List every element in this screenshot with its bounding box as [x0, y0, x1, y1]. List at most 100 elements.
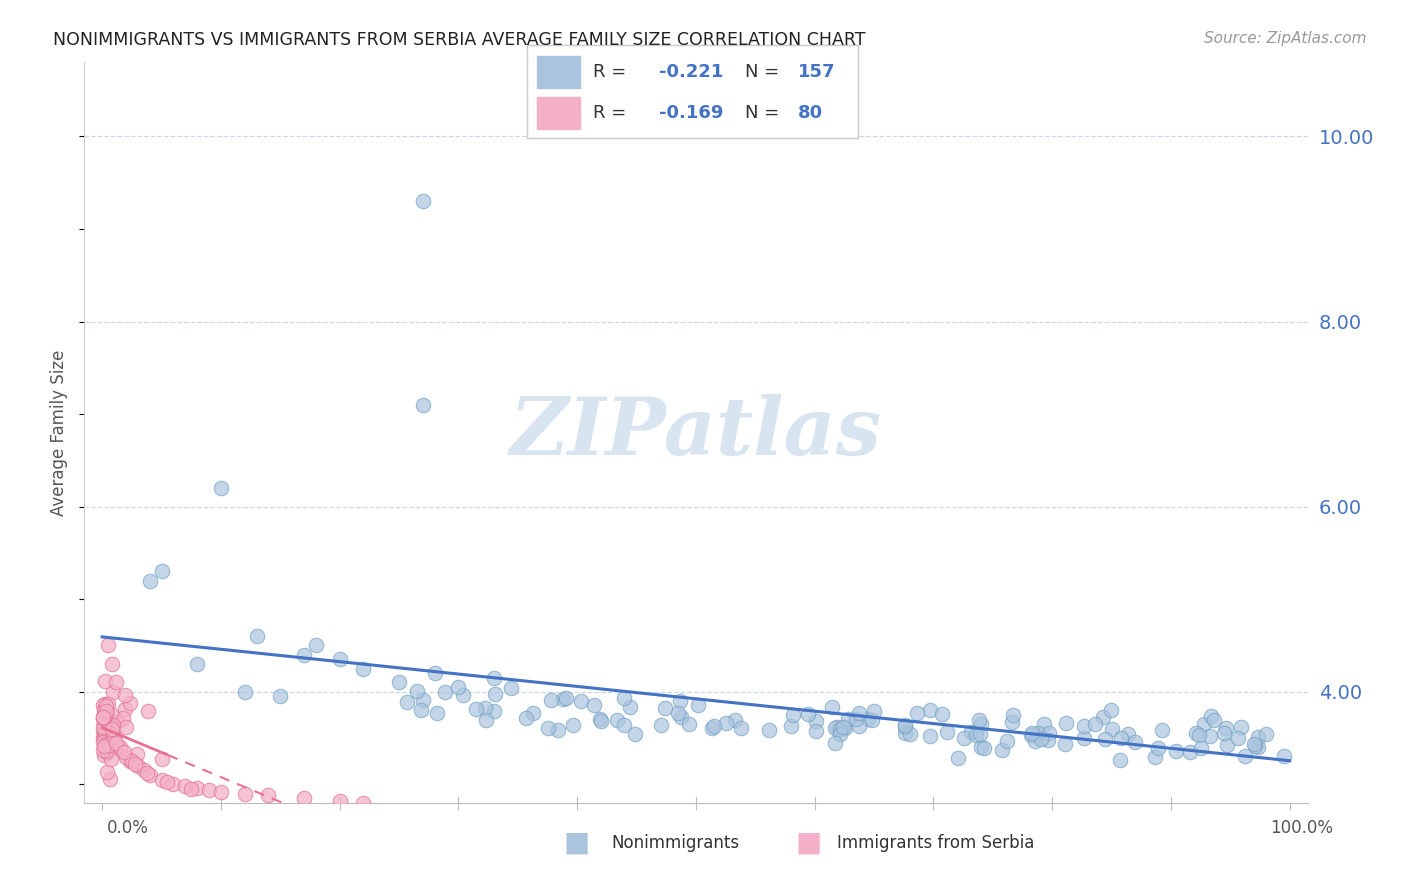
Point — [970, 739, 993, 754]
Point — [93, 748, 115, 763]
Point — [1180, 745, 1202, 759]
Y-axis label: Average Family Size: Average Family Size — [51, 350, 69, 516]
Point — [920, 730, 942, 744]
Text: -0.169: -0.169 — [659, 104, 724, 122]
Point — [93, 739, 115, 753]
Point — [127, 758, 149, 772]
Point — [724, 713, 747, 727]
Text: -0.221: -0.221 — [659, 62, 724, 81]
Point — [100, 706, 122, 721]
Point — [1244, 739, 1267, 753]
Point — [464, 702, 486, 716]
Point — [1189, 741, 1212, 756]
Point — [93, 718, 115, 732]
Point — [93, 735, 115, 749]
Point — [1247, 740, 1270, 755]
Point — [1092, 709, 1115, 723]
Point — [136, 705, 159, 719]
Point — [678, 716, 700, 731]
Point — [1243, 737, 1265, 751]
Point — [1254, 726, 1277, 740]
Point — [991, 743, 1014, 757]
Point — [447, 680, 470, 694]
Point — [824, 736, 846, 750]
Point — [257, 789, 280, 803]
Point — [782, 707, 804, 722]
Point — [186, 780, 208, 795]
Point — [569, 694, 592, 708]
Point — [475, 713, 498, 727]
Point — [589, 714, 612, 729]
Point — [482, 704, 505, 718]
Text: 0.0%: 0.0% — [107, 819, 149, 837]
Point — [830, 726, 852, 740]
Point — [1226, 731, 1249, 745]
Point — [1038, 725, 1060, 739]
Point — [547, 723, 569, 737]
Point — [412, 194, 434, 209]
Text: Nonimmigrants: Nonimmigrants — [612, 834, 740, 852]
Text: 100.0%: 100.0% — [1270, 819, 1333, 837]
Point — [96, 704, 118, 718]
Point — [97, 716, 120, 731]
Point — [1199, 730, 1222, 744]
Point — [905, 706, 928, 720]
Point — [779, 719, 801, 733]
Point — [101, 685, 124, 699]
Point — [936, 724, 959, 739]
Point — [412, 693, 434, 707]
Point — [1029, 732, 1052, 747]
Point — [1164, 744, 1187, 758]
Point — [93, 709, 115, 723]
Point — [1073, 731, 1095, 745]
Point — [589, 712, 612, 726]
Point — [1213, 726, 1236, 740]
Point — [292, 791, 315, 805]
Point — [97, 726, 120, 740]
Point — [138, 768, 160, 782]
Point — [1234, 749, 1257, 764]
Text: N =: N = — [745, 104, 786, 122]
Point — [114, 702, 136, 716]
Point — [150, 752, 173, 766]
Point — [1021, 726, 1043, 740]
Point — [1192, 717, 1215, 731]
Point — [834, 721, 856, 735]
Point — [832, 720, 855, 734]
Text: N =: N = — [745, 62, 786, 81]
Point — [1116, 726, 1139, 740]
Point — [969, 727, 991, 741]
Point — [98, 739, 121, 753]
Point — [623, 727, 645, 741]
Point — [162, 777, 184, 791]
Point — [136, 766, 159, 780]
Point — [94, 698, 117, 713]
Point — [118, 696, 141, 710]
Point — [1247, 731, 1270, 745]
Point — [395, 695, 418, 709]
Point — [967, 713, 990, 727]
Point — [93, 716, 115, 731]
Point — [522, 706, 544, 720]
Point — [669, 710, 692, 724]
Text: ZIPatlas: ZIPatlas — [510, 394, 882, 471]
Point — [305, 639, 328, 653]
Text: R =: R = — [593, 104, 633, 122]
Point — [209, 481, 232, 495]
Point — [352, 662, 374, 676]
Point — [94, 737, 117, 751]
Point — [703, 719, 725, 733]
Point — [105, 675, 128, 690]
Point — [94, 745, 117, 759]
Point — [825, 720, 848, 734]
Point — [93, 715, 115, 730]
Point — [93, 698, 115, 712]
Point — [93, 720, 115, 734]
Point — [666, 706, 689, 721]
Point — [654, 701, 676, 715]
Point — [1019, 728, 1042, 742]
Point — [94, 709, 117, 723]
Point — [898, 727, 921, 741]
Point — [1026, 726, 1049, 740]
Point — [1143, 750, 1166, 764]
